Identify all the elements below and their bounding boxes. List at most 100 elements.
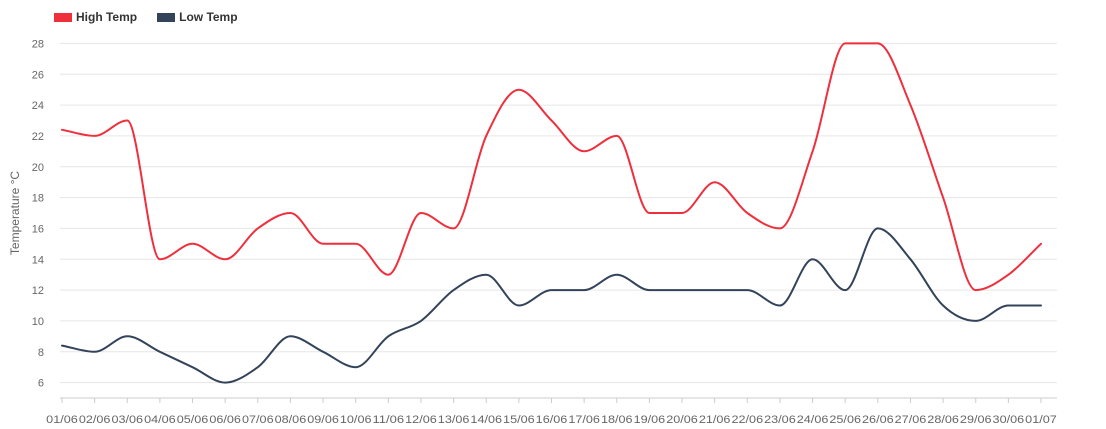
y-tick-label: 26 bbox=[32, 69, 44, 81]
data-point-high-temp[interactable] bbox=[59, 127, 65, 133]
legend-swatch-high-temp bbox=[54, 12, 72, 22]
data-point-low-temp[interactable] bbox=[810, 256, 816, 262]
x-tick-label: 25/06 bbox=[829, 414, 861, 426]
legend-item-high-temp[interactable]: High Temp bbox=[54, 10, 137, 24]
legend-label-high-temp: High Temp bbox=[76, 10, 138, 24]
data-point-low-temp[interactable] bbox=[744, 287, 750, 293]
x-tick-label: 01/06 bbox=[46, 414, 78, 426]
data-point-low-temp[interactable] bbox=[581, 287, 587, 293]
y-tick-label: 24 bbox=[32, 100, 44, 112]
data-point-high-temp[interactable] bbox=[222, 256, 228, 262]
data-point-high-temp[interactable] bbox=[451, 225, 457, 231]
x-tick-label: 12/06 bbox=[405, 414, 437, 426]
data-point-high-temp[interactable] bbox=[940, 195, 946, 201]
data-point-low-temp[interactable] bbox=[973, 318, 979, 324]
data-point-low-temp[interactable] bbox=[712, 287, 718, 293]
data-point-low-temp[interactable] bbox=[646, 287, 652, 293]
data-point-low-temp[interactable] bbox=[320, 349, 326, 355]
x-tick-label: 10/06 bbox=[340, 414, 372, 426]
data-point-low-temp[interactable] bbox=[157, 349, 163, 355]
data-point-low-temp[interactable] bbox=[777, 303, 783, 309]
data-point-low-temp[interactable] bbox=[59, 343, 65, 349]
x-tick-label: 06/06 bbox=[209, 414, 241, 426]
data-point-high-temp[interactable] bbox=[777, 225, 783, 231]
series-line-high-temp[interactable] bbox=[61, 42, 1042, 292]
legend-item-low-temp[interactable]: Low Temp bbox=[157, 10, 238, 24]
data-point-high-temp[interactable] bbox=[1038, 241, 1044, 247]
x-tick-label: 04/06 bbox=[144, 414, 176, 426]
x-tick-label: 13/06 bbox=[438, 414, 470, 426]
data-point-high-temp[interactable] bbox=[483, 133, 489, 139]
data-point-high-temp[interactable] bbox=[320, 241, 326, 247]
data-point-high-temp[interactable] bbox=[875, 40, 881, 46]
x-tick-label: 11/06 bbox=[373, 414, 405, 426]
x-tick-label: 05/06 bbox=[177, 414, 209, 426]
series-line-low-temp[interactable] bbox=[61, 227, 1042, 384]
data-point-high-temp[interactable] bbox=[842, 40, 848, 46]
data-point-high-temp[interactable] bbox=[679, 210, 685, 216]
x-tick-label: 02/06 bbox=[79, 414, 111, 426]
data-point-high-temp[interactable] bbox=[646, 210, 652, 216]
data-point-low-temp[interactable] bbox=[940, 303, 946, 309]
data-point-low-temp[interactable] bbox=[222, 380, 228, 386]
data-point-high-temp[interactable] bbox=[810, 148, 816, 154]
y-tick-label: 8 bbox=[38, 347, 44, 359]
x-tick-label: 19/06 bbox=[634, 414, 666, 426]
data-point-low-temp[interactable] bbox=[549, 287, 555, 293]
data-point-low-temp[interactable] bbox=[385, 333, 391, 339]
y-tick-label: 14 bbox=[32, 254, 44, 266]
data-point-low-temp[interactable] bbox=[907, 256, 913, 262]
data-point-low-temp[interactable] bbox=[614, 272, 620, 278]
data-point-low-temp[interactable] bbox=[451, 287, 457, 293]
x-tick-label: 26/06 bbox=[862, 414, 894, 426]
data-point-high-temp[interactable] bbox=[549, 118, 555, 124]
data-point-high-temp[interactable] bbox=[907, 102, 913, 108]
data-point-low-temp[interactable] bbox=[255, 364, 261, 370]
data-point-low-temp[interactable] bbox=[679, 287, 685, 293]
data-point-high-temp[interactable] bbox=[581, 148, 587, 154]
x-tick-label: 22/06 bbox=[732, 414, 764, 426]
data-point-high-temp[interactable] bbox=[92, 133, 98, 139]
x-tick-label: 09/06 bbox=[307, 414, 339, 426]
data-point-low-temp[interactable] bbox=[842, 287, 848, 293]
data-point-high-temp[interactable] bbox=[1005, 272, 1011, 278]
x-tick-label: 21/06 bbox=[699, 414, 731, 426]
y-tick-label: 12 bbox=[32, 285, 44, 297]
data-point-high-temp[interactable] bbox=[353, 241, 359, 247]
x-tick-label: 16/06 bbox=[536, 414, 568, 426]
data-point-high-temp[interactable] bbox=[712, 179, 718, 185]
data-point-low-temp[interactable] bbox=[418, 318, 424, 324]
y-tick-label: 20 bbox=[32, 162, 44, 174]
data-point-low-temp[interactable] bbox=[483, 272, 489, 278]
legend-label-low-temp: Low Temp bbox=[179, 10, 238, 24]
x-tick-label: 24/06 bbox=[797, 414, 829, 426]
data-point-high-temp[interactable] bbox=[744, 210, 750, 216]
x-tick-label: 07/06 bbox=[242, 414, 274, 426]
data-point-low-temp[interactable] bbox=[353, 364, 359, 370]
data-point-low-temp[interactable] bbox=[124, 333, 130, 339]
series-lines bbox=[59, 40, 1044, 386]
data-point-high-temp[interactable] bbox=[287, 210, 293, 216]
data-point-low-temp[interactable] bbox=[92, 349, 98, 355]
x-tick-label: 01/07 bbox=[1025, 414, 1057, 426]
data-point-high-temp[interactable] bbox=[973, 287, 979, 293]
data-point-low-temp[interactable] bbox=[516, 303, 522, 309]
legend: High Temp Low Temp bbox=[54, 10, 238, 24]
data-point-high-temp[interactable] bbox=[418, 210, 424, 216]
data-point-high-temp[interactable] bbox=[516, 87, 522, 93]
data-point-high-temp[interactable] bbox=[255, 225, 261, 231]
x-axis: 01/06 02/06 03/06 04/06 05/06 06/06 07/06 08/06… bbox=[46, 397, 1057, 426]
data-point-high-temp[interactable] bbox=[190, 241, 196, 247]
data-point-high-temp[interactable] bbox=[385, 272, 391, 278]
data-point-high-temp[interactable] bbox=[124, 118, 130, 124]
data-point-low-temp[interactable] bbox=[287, 333, 293, 339]
data-point-high-temp[interactable] bbox=[614, 133, 620, 139]
data-point-low-temp[interactable] bbox=[875, 225, 881, 231]
data-point-low-temp[interactable] bbox=[1005, 303, 1011, 309]
x-tick-label: 03/06 bbox=[111, 414, 143, 426]
data-point-low-temp[interactable] bbox=[190, 364, 196, 370]
x-tick-label: 17/06 bbox=[568, 414, 600, 426]
data-point-high-temp[interactable] bbox=[157, 256, 163, 262]
data-point-low-temp[interactable] bbox=[1038, 303, 1044, 309]
x-tick-label: 23/06 bbox=[764, 414, 796, 426]
